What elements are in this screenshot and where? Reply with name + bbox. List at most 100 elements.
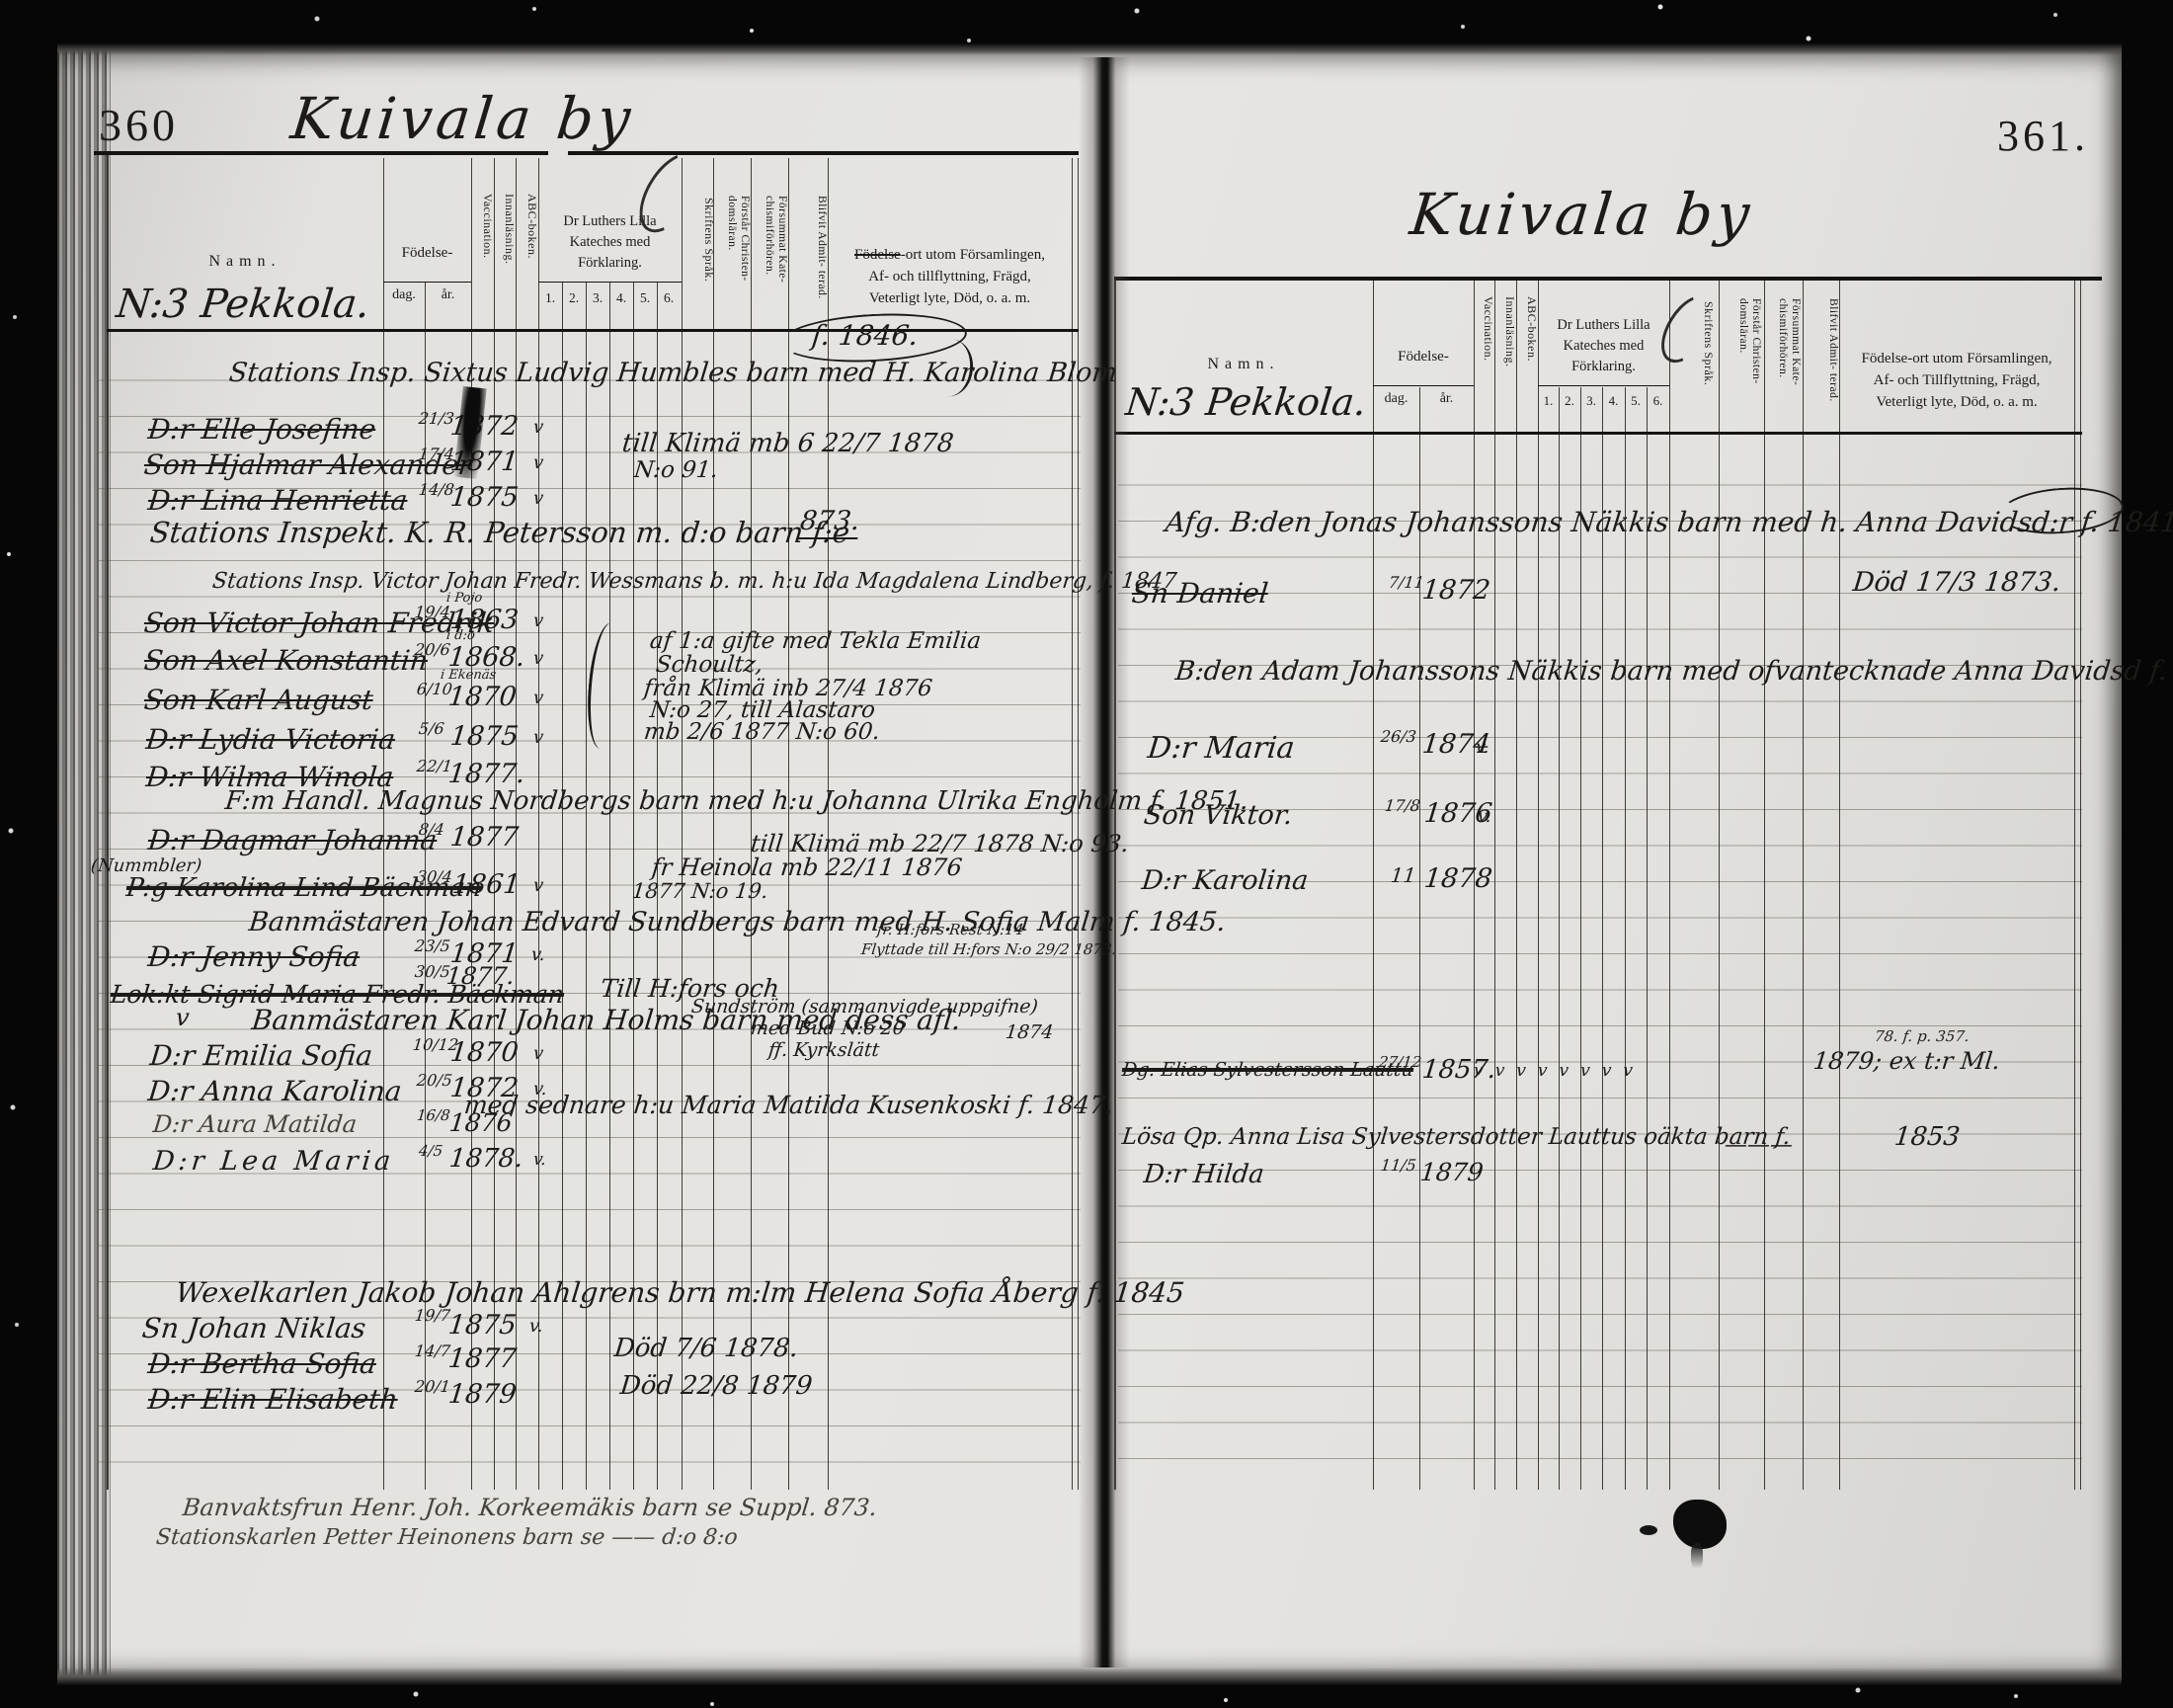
- table-column-line: [751, 158, 752, 331]
- table-column-line: [562, 283, 563, 331]
- footer-note: Stationskarlen Petter Heinonens barn se …: [154, 1525, 740, 1550]
- vaccination-mark: v.: [527, 1316, 544, 1337]
- table-column-line: [1373, 435, 1374, 1490]
- table-column-line: [713, 331, 714, 1490]
- header-wide-rest: -ort utom Församlingen,: [900, 247, 1045, 263]
- section-heading: N:3 Pekkola.: [114, 282, 372, 327]
- dust-specks: [0, 0, 2, 2]
- table-column-line: [609, 331, 610, 1490]
- page-bottom-edge: [57, 1667, 2122, 1685]
- table-column-line: [471, 331, 472, 1490]
- entry-day: 14/7: [414, 1342, 451, 1360]
- vaccination-mark: v.: [1474, 737, 1490, 758]
- page-number: 360: [99, 100, 179, 150]
- column-header-kateches-line2: Kateches med: [1563, 338, 1645, 354]
- table-column-line: [1669, 435, 1670, 1490]
- table-column-line: [425, 283, 426, 331]
- column-header-forstar-christendomslaran: Förstår Christen- domsläran.: [726, 196, 751, 282]
- column-header-fodelse: Födelse-: [401, 245, 453, 261]
- column-header-dag: dag.: [392, 287, 416, 302]
- column-header-kateches-line2: Kateches med: [569, 234, 651, 250]
- page-title: Kuivala by: [1407, 181, 1757, 248]
- entry-day: 8/4: [418, 820, 445, 839]
- entry-year: 1861: [450, 869, 523, 900]
- column-header-forstar-christendomslaran: Förstår Christen- domsläran.: [1737, 298, 1762, 384]
- column-header-skriftens-sprak: Skriftens Språk.: [702, 198, 715, 283]
- entry-year: 1870: [448, 1037, 521, 1068]
- family-header: Stations Insp. Victor Johan Fredr. Wessm…: [210, 569, 1178, 594]
- entry-year: 1872: [1420, 575, 1492, 606]
- entry-name: Son Axel Konstantin: [142, 644, 430, 677]
- kateches-col-4: 4.: [1608, 393, 1619, 408]
- table-column-line: [1072, 158, 1073, 1490]
- column-header-namn: Namn.: [208, 253, 282, 270]
- table-column-line: [1647, 435, 1648, 1490]
- kateches-col-3: 3.: [1586, 393, 1596, 408]
- table-column-line: [1602, 435, 1603, 1490]
- entry-year: 1877: [448, 822, 521, 853]
- entry-name: Sn Johan Niklas: [140, 1312, 368, 1344]
- column-header-wide-line2: Af- och tillflyttning, Frägd,: [868, 269, 1031, 285]
- column-header-innanlasning: Innanläsning.: [503, 194, 516, 265]
- table-column-line: [1803, 280, 1804, 435]
- table-column-line: [1580, 387, 1581, 435]
- annotation: 1879; ex t:r Ml.: [1811, 1047, 2002, 1075]
- kateches-col-6: 6.: [663, 290, 675, 305]
- table-column-line: [1559, 387, 1560, 435]
- entry-day: 5/6: [418, 719, 445, 738]
- table-column-line: [1580, 435, 1581, 1490]
- family-header: Stations Insp. Sixtus Ludvig Humbles bar…: [227, 358, 1119, 388]
- death-note: Död 7/6 1878.: [612, 1334, 800, 1363]
- family-header: Wexelkarlen Jakob Johan Ahlgrens brn m:l…: [174, 1276, 1186, 1309]
- entry-name: D:r Maria: [1146, 731, 1297, 766]
- table-column-line: [1474, 280, 1475, 435]
- table-column-line: [1516, 435, 1517, 1490]
- table-column-line: [538, 158, 539, 331]
- kateches-col-5: 5.: [1631, 393, 1641, 408]
- family-header: B:den Adam Johanssons Näkkis barn med of…: [1173, 656, 2173, 687]
- table-column-line: [1494, 280, 1495, 435]
- column-header-wide-line3: Veterligt lyte, Död, o. a. m.: [1876, 394, 2038, 410]
- entry-name: D:r Elin Elisabeth: [146, 1383, 400, 1416]
- table-column-line: [1419, 387, 1420, 435]
- entry-day: 19/7: [414, 1306, 451, 1325]
- entry-name: Son Karl August: [142, 684, 375, 716]
- column-header-blifvit-admitterad: Blifvit Admit- terad.: [816, 196, 828, 299]
- vaccination-mark: v.: [531, 1150, 548, 1170]
- section-heading: N:3 Pekkola.: [1123, 380, 1369, 424]
- table-column-line: [713, 158, 714, 331]
- table-column-line: [1419, 435, 1420, 1490]
- column-header-dag: dag.: [1384, 391, 1408, 406]
- annotation: 1874: [1004, 1021, 1055, 1043]
- struck-word: Födelse: [854, 247, 901, 263]
- annotation: Sundström (sammanvigde uppgifne): [689, 996, 1040, 1017]
- entry-name: D:r Karolina: [1140, 865, 1311, 896]
- annotation: med Bud N:o 20: [749, 1017, 907, 1039]
- table-column-line: [538, 331, 539, 1490]
- entry-day: 7/11: [1388, 573, 1425, 592]
- column-header-kateches-line3: Förklaring.: [578, 255, 642, 271]
- annotation: fr Heinola mb 22/11 1876: [650, 854, 964, 881]
- death-note: Död 17/3 1873.: [1851, 567, 2062, 598]
- column-header-ar: år.: [1439, 391, 1454, 406]
- table-column-line: [107, 151, 109, 1490]
- entry-day: 30/4: [416, 867, 453, 886]
- annotation: Flyttade till H:fors N:o 29/2 1873.: [860, 940, 1118, 958]
- table-column-line: [788, 331, 789, 1490]
- column-header-vaccination: Vaccination.: [481, 194, 494, 259]
- entry-year: 1870: [446, 682, 519, 712]
- family-header: Banmästaren Johan Edvard Sundbergs barn …: [247, 907, 1228, 937]
- footer-note: Banvaktsfrun Henr. Joh. Korkeemäkis barn…: [181, 1494, 879, 1521]
- table-column-line: [1538, 435, 1539, 1490]
- entry-day: 17/8: [1384, 796, 1421, 815]
- table-rule-line: [568, 151, 1079, 155]
- table-rule-line: [1538, 385, 1669, 386]
- page-top-edge: [57, 43, 2122, 55]
- table-column-line: [586, 283, 587, 331]
- entry-name: D:r Aura Matilda: [151, 1110, 359, 1138]
- kateches-col-1: 1.: [544, 290, 556, 305]
- annotation: 78. f. p. 357.: [1874, 1027, 1971, 1045]
- annotation: ff. Kyrkslätt: [766, 1039, 881, 1061]
- ink-blot: [1640, 1500, 1727, 1569]
- column-header-wide-line1: Födelse-ort utom Församlingen,: [1861, 351, 2052, 366]
